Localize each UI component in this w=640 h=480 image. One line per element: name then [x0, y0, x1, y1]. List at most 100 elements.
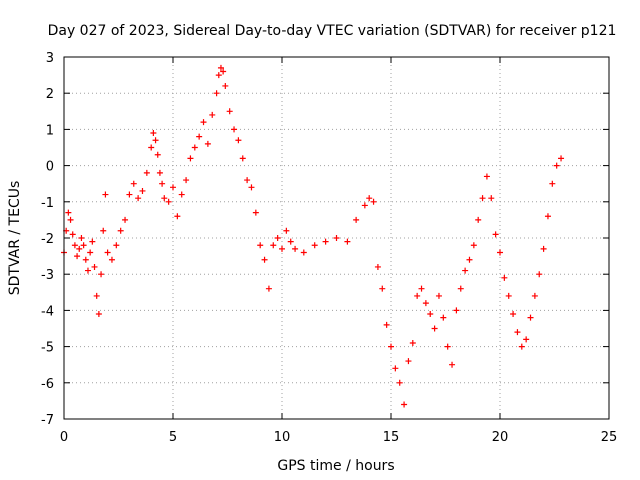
data-point [462, 267, 469, 274]
data-point [492, 231, 499, 238]
y-tick-label: -2 [41, 232, 54, 247]
data-point [78, 235, 85, 241]
data-point [196, 133, 203, 140]
data-point [117, 227, 124, 234]
data-point [143, 169, 150, 176]
y-tick-label: 2 [46, 87, 54, 102]
x-axis-label: GPS time / hours [277, 458, 394, 474]
data-point [80, 242, 87, 249]
data-point [300, 249, 307, 256]
y-tick-label: -4 [41, 304, 54, 319]
y-tick-label: 0 [46, 160, 54, 175]
axis-ticks: 0 5 10 15 20 25 -7 -6 -5 -4 -3 -2 -1 0 1 2 3 [41, 51, 617, 445]
data-point [444, 343, 451, 350]
data-point [113, 242, 120, 249]
data-point [396, 379, 403, 386]
data-point [217, 64, 224, 71]
data-point [252, 209, 259, 216]
data-point [257, 242, 264, 249]
data-point [431, 325, 438, 332]
x-tick-label: 0 [60, 430, 68, 445]
data-point [544, 213, 551, 220]
data-point [135, 195, 142, 202]
data-point [514, 329, 521, 336]
data-point [422, 300, 429, 307]
data-point [239, 155, 246, 162]
data-point [156, 169, 163, 176]
data-point [388, 343, 394, 350]
data-point [418, 285, 425, 292]
data-point [71, 242, 78, 249]
data-point [93, 292, 100, 299]
data-point [213, 90, 220, 97]
data-point [558, 155, 565, 162]
data-point [475, 216, 482, 223]
data-point [292, 245, 299, 252]
data-point [453, 307, 460, 314]
data-point [209, 111, 216, 118]
data-point [150, 130, 157, 137]
data-point [222, 82, 229, 89]
data-point [374, 263, 381, 270]
x-tick-label: 10 [274, 430, 291, 445]
data-point [148, 144, 155, 151]
y-tick-label: -7 [41, 413, 54, 428]
data-point [414, 292, 421, 299]
data-point [248, 184, 255, 191]
data-point [126, 191, 133, 198]
data-point [87, 249, 94, 256]
data-point [449, 361, 456, 368]
data-point [479, 195, 486, 202]
data-point [501, 274, 508, 281]
data-point [183, 177, 190, 184]
data-point [178, 191, 185, 198]
data-point [322, 238, 329, 245]
data-point [311, 242, 318, 249]
data-point [89, 238, 96, 245]
data-point [108, 256, 115, 263]
data-point [244, 177, 251, 184]
data-points [61, 64, 565, 408]
data-point [370, 198, 377, 205]
data-point [200, 119, 207, 126]
data-point [67, 216, 74, 223]
data-point [279, 245, 285, 252]
data-point [69, 231, 76, 238]
data-point [435, 292, 442, 299]
data-point [98, 271, 105, 278]
data-point [523, 336, 530, 343]
y-tick-label: -1 [41, 196, 54, 211]
data-point [122, 216, 129, 223]
y-tick-label: 3 [46, 51, 54, 66]
data-point [553, 162, 560, 169]
data-point [191, 144, 198, 151]
data-point [401, 401, 408, 408]
y-tick-label: -3 [41, 268, 54, 283]
y-tick-label: 1 [46, 123, 54, 138]
data-point [457, 285, 464, 292]
data-point [102, 191, 109, 198]
x-tick-label: 15 [383, 430, 400, 445]
data-point [527, 314, 534, 321]
y-tick-label: -6 [41, 377, 54, 392]
data-point [165, 198, 172, 205]
data-point [518, 343, 525, 350]
data-point [344, 238, 351, 245]
data-point [287, 238, 294, 245]
data-point [159, 180, 166, 187]
data-point [170, 184, 176, 191]
data-point [152, 137, 159, 144]
data-point [154, 151, 161, 158]
data-point [215, 72, 222, 79]
data-point [74, 253, 81, 260]
data-point [466, 256, 473, 263]
data-point [549, 180, 556, 187]
data-point [65, 209, 72, 216]
x-tick-label: 20 [492, 430, 509, 445]
x-tick-label: 5 [169, 430, 177, 445]
data-point [82, 256, 89, 263]
data-point [220, 68, 227, 75]
data-point [427, 311, 434, 318]
data-point [409, 339, 416, 346]
